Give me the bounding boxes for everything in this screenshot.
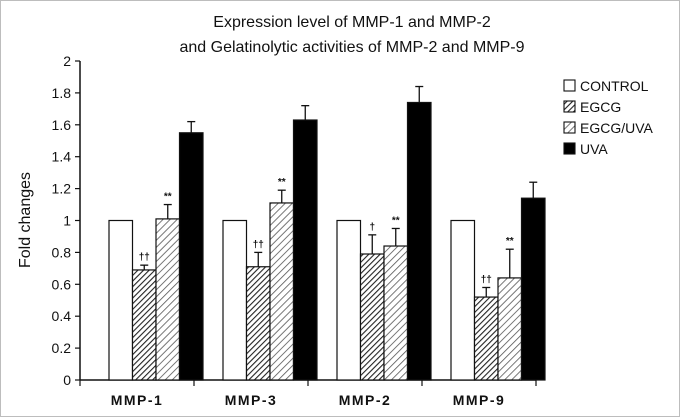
bar-control	[336, 219, 362, 381]
legend-swatch	[563, 121, 576, 134]
legend-label: EGCG	[580, 99, 621, 115]
bar-egcg	[473, 296, 499, 381]
category-label: MMP-9	[453, 392, 506, 408]
y-tick-label: 0.8	[52, 244, 72, 260]
bar-egcg-uva	[497, 277, 523, 381]
legend-label: CONTROL	[580, 78, 649, 94]
y-tick-label: 2	[63, 53, 71, 69]
bar-control	[222, 219, 248, 381]
legend-label: EGCG/UVA	[580, 120, 654, 136]
bar-uva	[406, 101, 432, 381]
y-axis-label: Fold changes	[17, 172, 34, 268]
y-tick-label: 0	[63, 372, 71, 388]
significance-mark: ††	[139, 252, 150, 263]
y-tick-label: 1	[63, 213, 71, 229]
bar-egcg-uva	[155, 218, 181, 381]
bar-uva	[520, 197, 546, 381]
y-tick-label: 1.6	[52, 117, 72, 133]
bar-egcg-uva	[383, 245, 409, 381]
significance-mark: ††	[481, 274, 492, 285]
bar-egcg	[359, 253, 385, 381]
bars: †† ** †† ** † ** †† **	[108, 85, 546, 381]
category-label: MMP-3	[225, 392, 278, 408]
significance-mark: **	[164, 192, 172, 203]
y-tick-label: 1.8	[52, 85, 72, 101]
bar-egcg	[245, 266, 271, 381]
bar-egcg	[131, 269, 157, 381]
category-label: MMP-1	[111, 392, 164, 408]
bar-uva	[292, 119, 318, 381]
category-label: MMP-2	[339, 392, 392, 408]
bar-control	[108, 219, 134, 381]
y-tick-label: 1.2	[52, 181, 72, 197]
bar-control	[450, 219, 476, 381]
y-tick-label: 0.6	[52, 276, 72, 292]
significance-mark: **	[392, 215, 400, 226]
chart-subtitle: and Gelatinolytic activities of MMP-2 an…	[179, 39, 524, 56]
significance-mark: †	[369, 222, 375, 233]
y-tick-label: 1.4	[52, 149, 72, 165]
y-tick-label: 0.4	[52, 308, 72, 324]
y-tick-label: 0.2	[52, 340, 72, 356]
legend-label: UVA	[580, 141, 608, 157]
legend-swatch	[563, 142, 576, 155]
significance-mark: **	[506, 236, 514, 247]
bar-egcg-uva	[269, 202, 295, 381]
significance-mark: ††	[253, 239, 264, 250]
significance-mark: **	[278, 177, 286, 188]
legend-swatch	[563, 79, 576, 92]
bar-uva	[178, 132, 204, 381]
chart-title: Expression level of MMP-1 and MMP-2	[213, 14, 491, 31]
legend-swatch	[563, 100, 576, 113]
legend: CONTROL EGCG EGCG/UVA UVA	[563, 78, 654, 157]
